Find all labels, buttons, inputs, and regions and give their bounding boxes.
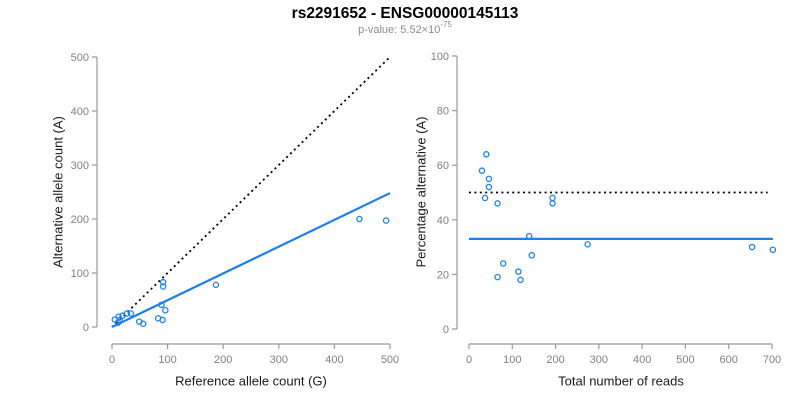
pvalue-text: p-value: 5.52×10: [358, 24, 441, 36]
right-plot-data-point: [483, 151, 490, 158]
left-plot-x-tick-label: 500: [381, 354, 399, 366]
right-plot-data-point: [525, 232, 533, 240]
left-plot-data-point: [159, 316, 166, 324]
left-plot-data-point: [382, 217, 390, 224]
right-plot-data-point: [528, 252, 536, 259]
left-plot-y-tick-label: 100: [71, 268, 89, 280]
left-y-axis-title: Alternative allele count (A): [50, 116, 66, 268]
left-plot-identity-line: [111, 56, 391, 328]
left-plot-y-tick-label: 0: [83, 322, 89, 334]
right-x-axis-title: Total number of reads: [558, 373, 684, 389]
right-plot-x-tick-label: 0: [466, 354, 472, 366]
left-plot-data-point: [139, 320, 147, 328]
left-plot-y-tick-label: 200: [71, 214, 89, 226]
left-plot-data-point: [123, 310, 131, 317]
left-plot-data-point: [212, 281, 220, 289]
left-x-axis-title: Reference allele count (G): [175, 373, 327, 389]
right-plot-y-tick-label: 40: [437, 215, 449, 227]
left-plot-x-tick-label: 400: [325, 354, 343, 366]
right-plot-data-point: [494, 200, 501, 207]
right-plot-y-tick-label: 20: [437, 269, 449, 281]
right-plot-data-point: [515, 268, 522, 275]
right-plot-x-tick-label: 600: [720, 354, 738, 366]
left-plot-data-point: [127, 310, 135, 317]
right-plot-x-tick-label: 700: [763, 354, 781, 366]
left-plot-data-point: [356, 215, 363, 223]
left-plot-data-point: [162, 307, 169, 314]
right-plot-data-point: [517, 276, 524, 284]
right-plot-y-tick-label: 0: [443, 324, 449, 336]
right-plot-x-tick-label: 300: [590, 354, 608, 366]
right-plot-data-point: [769, 246, 777, 254]
right-plot-x-tick-label: 400: [633, 354, 651, 366]
right-plot-y-tick-label: 100: [431, 51, 449, 63]
right-plot-data-point: [478, 167, 486, 174]
plot-title: rs2291652 - ENSG00000145113: [291, 5, 519, 22]
right-plot-y-tick-label: 80: [437, 106, 449, 118]
left-plot-x-tick-label: 200: [214, 354, 232, 366]
right-plot-data-point: [494, 273, 501, 281]
left-plot-y-tick-label: 500: [71, 52, 89, 64]
left-plot-y-tick-label: 300: [71, 160, 89, 172]
pvalue-exponent: -75: [440, 20, 452, 30]
left-plot-data-point: [158, 301, 165, 309]
right-plot-x-tick-label: 500: [676, 354, 694, 366]
right-plot-data-point: [481, 194, 489, 202]
right-plot-data-point: [485, 183, 493, 191]
left-plot-regression-line: [111, 192, 391, 328]
right-plot-x-tick-label: 100: [503, 354, 521, 366]
left-plot-y-tick-label: 400: [71, 106, 89, 118]
left-plot-x-tick-label: 300: [270, 354, 288, 366]
right-plot-data-point: [584, 241, 591, 248]
right-plot-data-point: [499, 260, 507, 267]
left-plot-data-point: [116, 316, 124, 324]
right-plot-x-tick-label: 200: [546, 354, 564, 366]
left-plot-data-point: [115, 313, 122, 320]
left-plot-x-tick-label: 0: [109, 354, 115, 366]
right-plot-y-tick-label: 60: [437, 160, 449, 172]
right-y-axis-title: Percentage alternative (A): [413, 116, 429, 268]
left-plot-x-tick-label: 100: [158, 354, 176, 366]
left-plot-data-point: [159, 283, 167, 290]
right-plot-data-point: [549, 200, 556, 207]
plot-subtitle: p-value: 5.52×10-75: [358, 21, 452, 36]
right-plot-data-point: [485, 175, 493, 183]
left-plot-data-point: [159, 278, 167, 286]
right-plot-data-point: [748, 243, 756, 251]
right-plot-data-point: [549, 194, 556, 202]
